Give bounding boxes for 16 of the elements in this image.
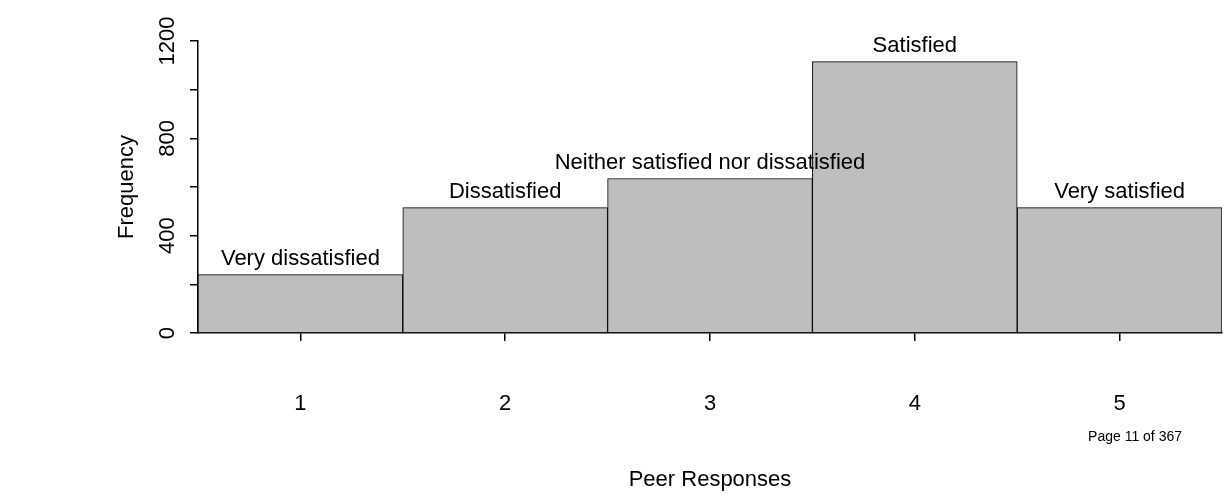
x-tick-label: 5 [1113, 390, 1126, 416]
annotation: Very dissatisfied [220, 244, 380, 270]
text: Page 11 of 367 [1088, 427, 1183, 444]
y-tick-label: 800 [154, 119, 180, 157]
annotation: Very satisfied [1054, 177, 1186, 203]
x-tick-label: 4 [908, 390, 921, 416]
x-tick-label: 1 [294, 390, 307, 416]
y-axis-title: Frequency [113, 135, 139, 239]
x-tick-label: 3 [703, 390, 717, 416]
x-tick-label: 2 [499, 390, 512, 416]
y-tick-label: 1200 [154, 16, 180, 66]
y-tick-label: 0 [154, 326, 180, 340]
annotation: Satisfied [872, 31, 957, 57]
y-tick-label: 400 [154, 217, 180, 255]
x-axis-title: Peer Responses [628, 465, 792, 491]
annotation: Dissatisfied [448, 177, 562, 203]
